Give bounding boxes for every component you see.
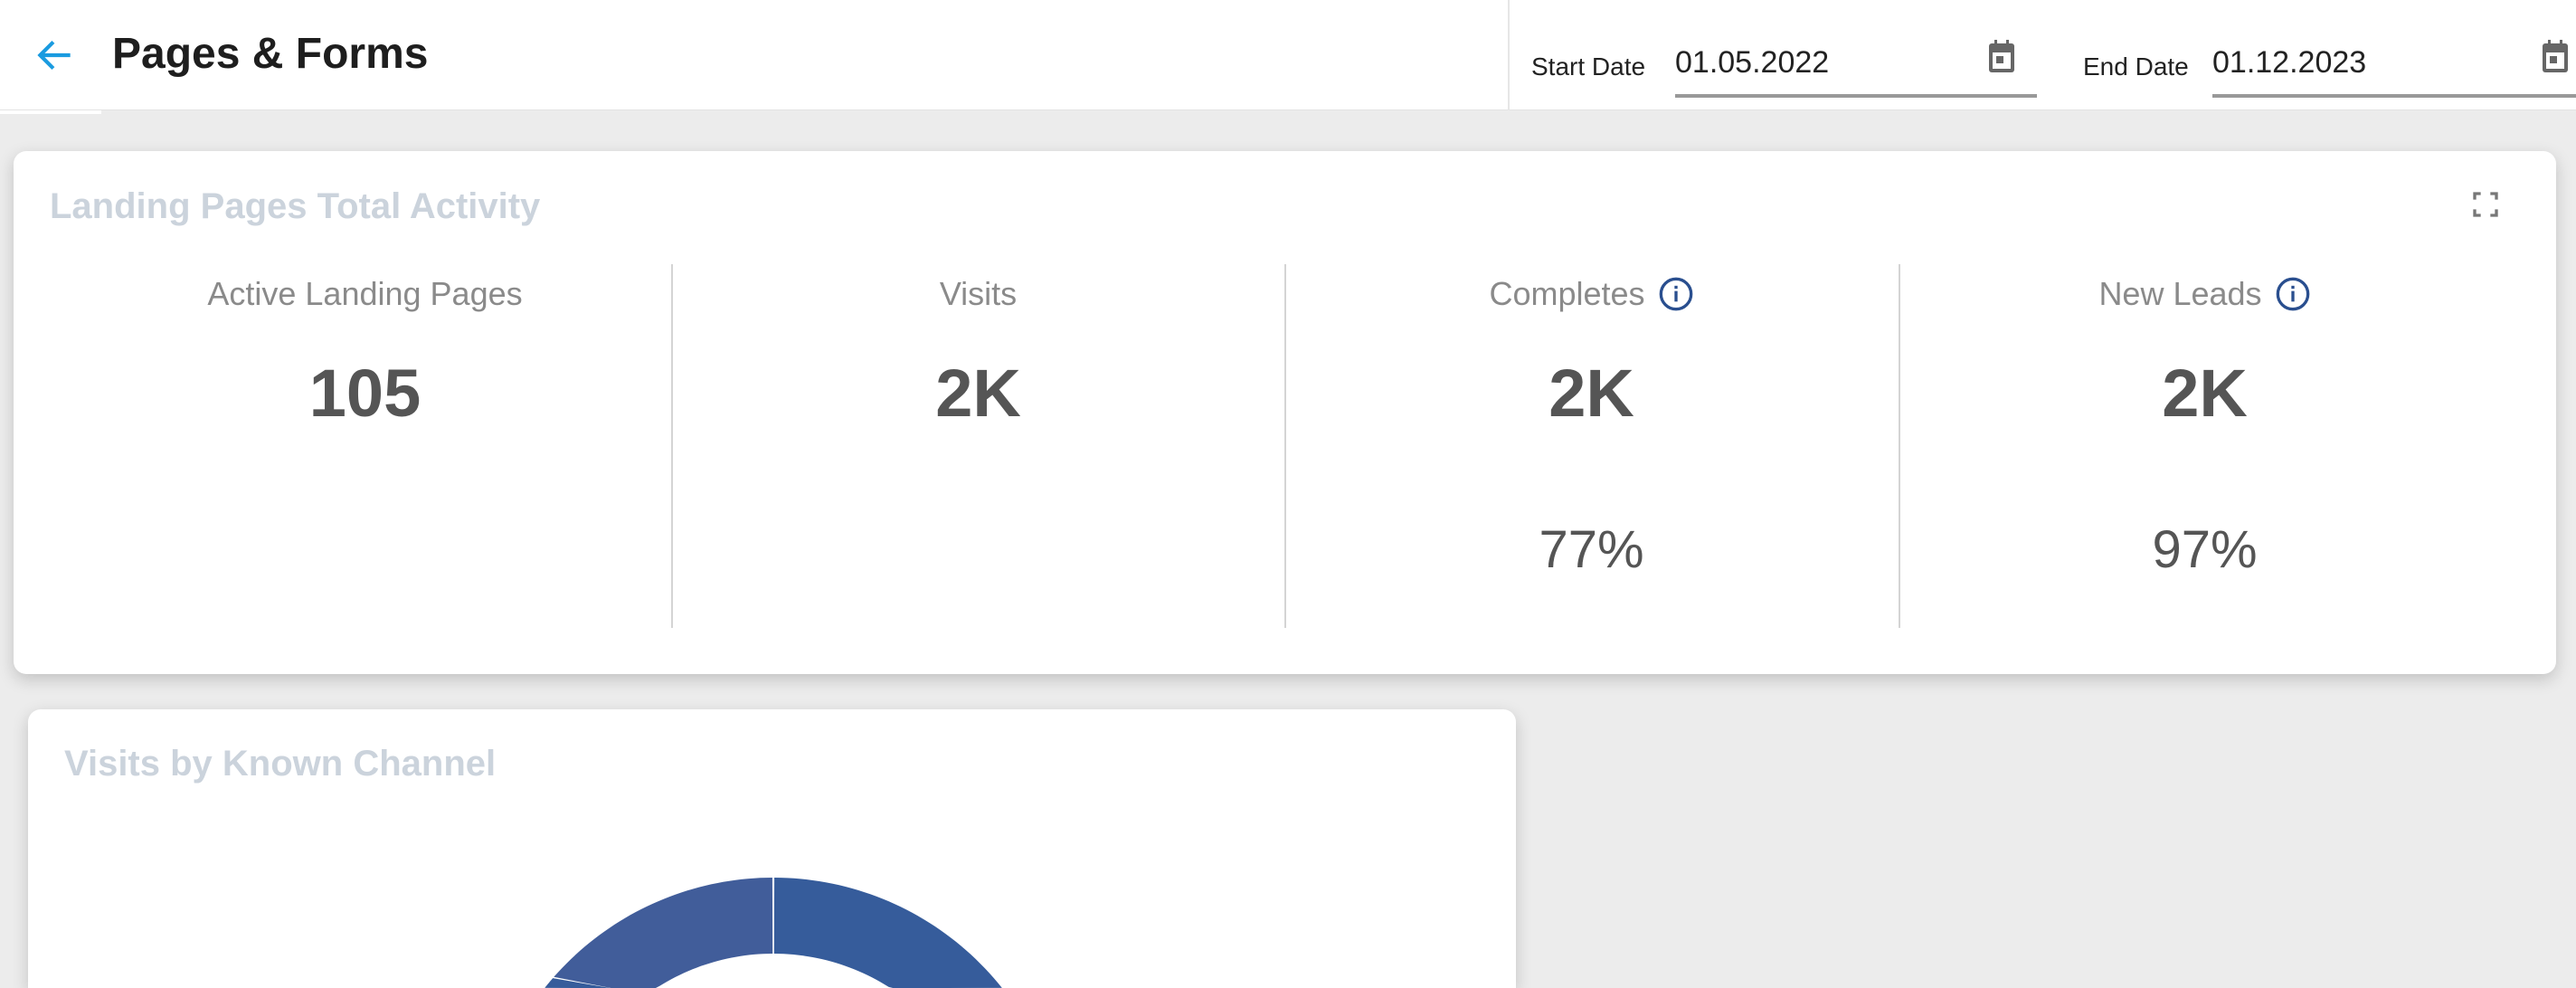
- end-date-label: End Date: [2083, 52, 2189, 81]
- calendar-icon[interactable]: [2540, 38, 2571, 74]
- info-icon[interactable]: [1658, 276, 1694, 312]
- start-date-label: Start Date: [1531, 52, 1646, 81]
- column-divider: [1899, 264, 1900, 628]
- metric-label: Completes: [1489, 275, 1645, 312]
- end-date-field[interactable]: [2212, 36, 2576, 98]
- metric-new-leads: New Leads 2K 97%: [1899, 264, 2511, 628]
- metric-label: New Leads: [2098, 275, 2262, 312]
- header-tab-edge: [0, 110, 101, 114]
- visits-by-channel-card: Visits by Known Channel: [28, 709, 1516, 988]
- end-date-input[interactable]: [2212, 45, 2484, 81]
- metric-value: 2K: [2162, 356, 2248, 431]
- back-arrow-icon[interactable]: [33, 33, 78, 78]
- channel-card-title: Visits by Known Channel: [64, 744, 497, 784]
- start-date-field[interactable]: [1675, 36, 2037, 98]
- fullscreen-icon[interactable]: [2471, 190, 2500, 219]
- column-divider: [1284, 264, 1286, 628]
- metric-visits: Visits 2K: [672, 264, 1284, 628]
- metric-value: 2K: [1548, 356, 1634, 431]
- start-date-input[interactable]: [1675, 45, 1946, 81]
- header-divider: [1508, 0, 1510, 110]
- metric-active-landing-pages: Active Landing Pages 105: [59, 264, 671, 628]
- metric-value: 2K: [935, 356, 1021, 431]
- info-icon[interactable]: [2275, 276, 2311, 312]
- donut-slice[interactable]: [773, 878, 1002, 988]
- metric-label: Visits: [939, 275, 1018, 312]
- donut-slice[interactable]: [554, 878, 773, 988]
- metric-percent: 97%: [2152, 520, 2258, 579]
- donut-slice[interactable]: [545, 978, 611, 988]
- top-header: Pages & Forms Start Date End Date: [0, 0, 2576, 110]
- page-title: Pages & Forms: [112, 30, 429, 78]
- channel-donut-chart: [545, 878, 1002, 988]
- metric-label: Active Landing Pages: [207, 275, 523, 312]
- metric-value: 105: [308, 356, 421, 431]
- metric-completes: Completes 2K 77%: [1285, 264, 1898, 628]
- calendar-icon[interactable]: [1986, 38, 2017, 74]
- activity-card-title: Landing Pages Total Activity: [50, 186, 541, 226]
- metric-percent: 77%: [1539, 520, 1644, 579]
- column-divider: [671, 264, 673, 628]
